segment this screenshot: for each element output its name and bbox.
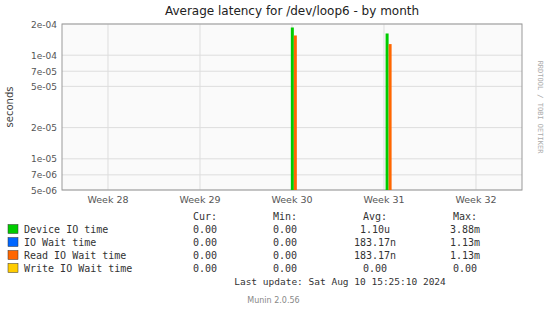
legend-table-header: Min: <box>273 211 297 222</box>
legend-table-cell: 1.13m <box>450 237 480 248</box>
annotation: Munin 2.0.56 <box>247 296 299 305</box>
x-grid-line <box>384 24 385 190</box>
legend-swatch <box>8 238 18 247</box>
legend-swatch <box>8 225 18 234</box>
spike <box>294 35 297 190</box>
legend-table-cell: 183.17n <box>354 237 396 248</box>
x-grid-line <box>108 24 109 190</box>
chart: Average latency for /dev/loop6 - by mont… <box>0 0 547 311</box>
spike <box>386 33 389 190</box>
legend-table-header: Avg: <box>363 211 387 222</box>
plot-frame <box>62 24 522 190</box>
y-tick-label: 5e-05 <box>31 82 57 92</box>
legend-table-cell: 0.00 <box>193 237 217 248</box>
legend-table-cell: 1.10u <box>360 224 390 235</box>
legend-table-cell: 0.00 <box>273 250 297 261</box>
legend-table-cell: 0.00 <box>273 263 297 274</box>
legend-swatch <box>8 251 18 260</box>
y-tick-label: 7e-05 <box>31 67 57 77</box>
y-tick-label: 1e-05 <box>31 154 57 164</box>
y-axis-label: seconds <box>4 87 15 128</box>
legend-table-cell: 0.00 <box>273 237 297 248</box>
legend-entry: Read IO Wait time <box>24 250 126 261</box>
legend-entry: Device IO time <box>24 224 108 235</box>
x-tick-label: Week 30 <box>271 194 312 205</box>
y-tick-label: 2e-04 <box>31 20 57 30</box>
legend-table-cell: 0.00 <box>193 263 217 274</box>
legend-swatch <box>8 264 18 273</box>
legend-entry: IO Wait time <box>24 237 96 248</box>
x-tick-label: Week 32 <box>455 194 496 205</box>
legend-table-header: Cur: <box>193 211 217 222</box>
legend-table-cell: 3.88m <box>450 224 480 235</box>
x-tick-label: Week 29 <box>179 194 220 205</box>
marks <box>291 28 392 190</box>
legend-table-cell: 0.00 <box>363 263 387 274</box>
legend-table-cell: 0.00 <box>273 224 297 235</box>
legend-entry: Write IO Wait time <box>24 263 132 274</box>
y-tick-label: 5e-06 <box>31 186 57 196</box>
legend-table-header: Max: <box>453 211 477 222</box>
grid <box>62 24 522 190</box>
plot-area <box>62 24 522 190</box>
y-tick-label: 2e-05 <box>31 123 57 133</box>
legend-table-cell: 0.00 <box>193 224 217 235</box>
spike <box>291 28 294 190</box>
y-tick-label: 1e-04 <box>31 51 57 61</box>
legend-table-cell: 1.13m <box>450 250 480 261</box>
x-grid-line <box>476 24 477 190</box>
x-tick-label: Week 31 <box>363 194 404 205</box>
y-tick-label: 7e-06 <box>31 170 57 180</box>
x-tick-label: Week 28 <box>87 194 128 205</box>
legend-table-cell: 0.00 <box>193 250 217 261</box>
spike <box>389 44 392 190</box>
annotation: RRDTOOL / TOBI OETIKER <box>536 61 544 155</box>
annotation: Last update: Sat Aug 10 15:25:10 2024 <box>234 276 446 287</box>
legend-table-cell: 0.00 <box>453 263 477 274</box>
legend-table-cell: 183.17n <box>354 250 396 261</box>
title: Average latency for /dev/loop6 - by mont… <box>165 4 419 18</box>
legend: Cur: Min: Avg: Max: Device IO time 0.00 0.00 1.… <box>8 211 480 274</box>
x-grid-line <box>200 24 201 190</box>
